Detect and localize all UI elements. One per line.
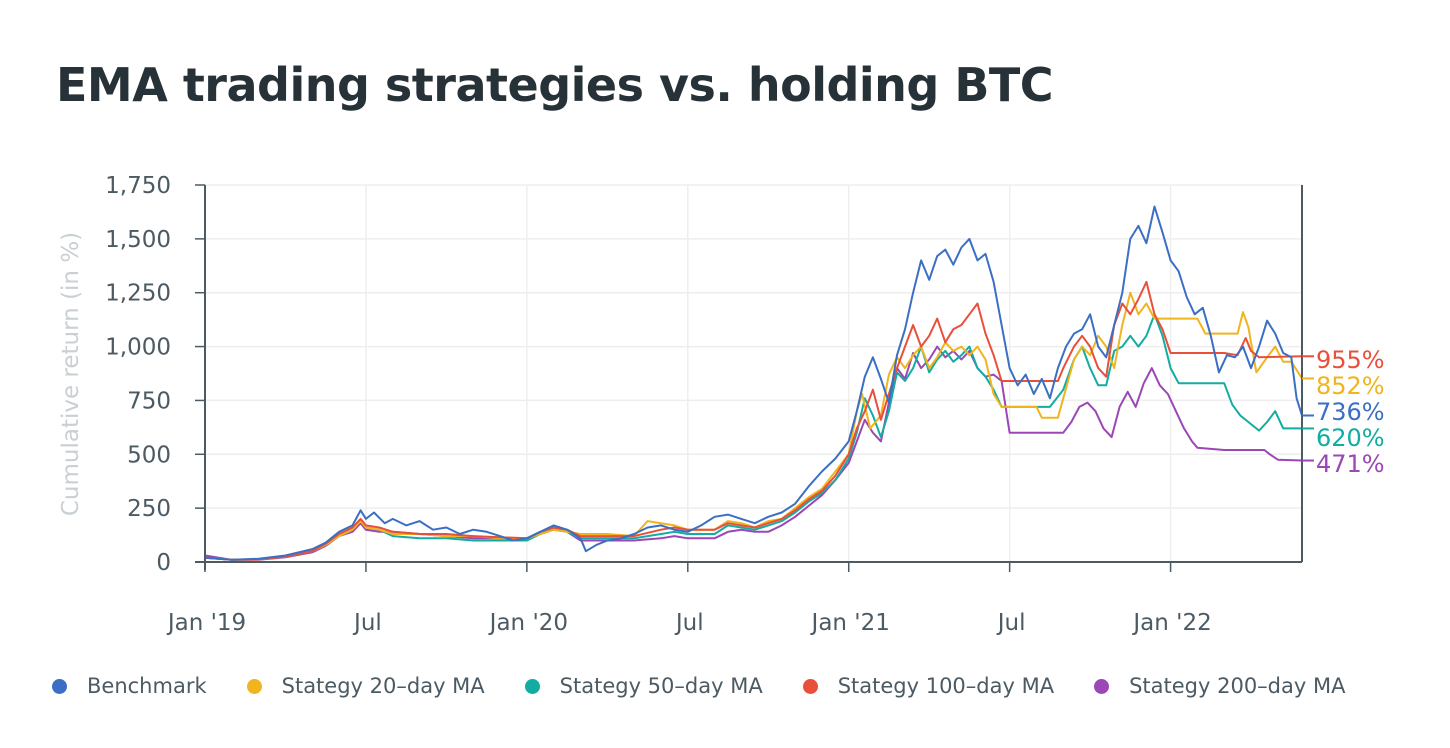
legend-label: Stategy 20–day MA <box>281 674 485 698</box>
legend-item[interactable]: Stategy 20–day MA <box>246 674 485 698</box>
legend-label: Benchmark <box>87 674 207 698</box>
chart-title: EMA trading strategies vs. holding BTC <box>56 58 1054 112</box>
series-end-label: 736% <box>1316 398 1385 426</box>
x-tick-label: Jul <box>674 610 704 636</box>
y-tick-label: 1,500 <box>105 227 171 253</box>
series-end-label: 955% <box>1316 346 1385 374</box>
y-tick-label: 1,250 <box>105 281 171 307</box>
series-line-1 <box>204 291 1303 561</box>
series-end-label: 471% <box>1316 450 1385 478</box>
legend-marker-icon <box>52 678 67 694</box>
legend-marker-icon <box>1094 678 1110 694</box>
legend-label: Stategy 100–day MA <box>837 674 1055 698</box>
legend-item[interactable]: Stategy 200–day MA <box>1094 674 1345 698</box>
legend-label: Stategy 50–day MA <box>559 674 763 698</box>
legend-item[interactable]: Benchmark <box>52 674 207 698</box>
x-tick-label: Jan '21 <box>810 610 890 636</box>
x-tick-label: Jul <box>352 610 382 636</box>
y-tick-label: 0 <box>156 550 171 576</box>
axes <box>195 184 1303 572</box>
series-end-label: 620% <box>1316 424 1385 452</box>
legend: Benchmark Stategy 20–day MA Stategy 50–day… <box>52 674 1385 698</box>
x-tick-label: Jan '22 <box>1131 610 1211 636</box>
y-axis-label: Cumulative return (in %) <box>58 232 84 516</box>
legend-label: Stategy 200–day MA <box>1129 674 1346 698</box>
y-tick-label: 1,750 <box>105 173 171 199</box>
y-tick-label: 250 <box>127 496 171 522</box>
y-axis-tick-labels: 0 250 500 750 1,000 1,250 1,500 1,750 <box>105 173 171 576</box>
series-line-2 <box>204 313 1302 561</box>
series-lines <box>204 205 1303 561</box>
legend-marker-icon <box>524 678 540 694</box>
x-axis-tick-labels: Jan '19 Jul Jan '20 Jul Jan '21 Jul Jan '22 <box>166 610 1212 636</box>
legend-marker-icon <box>802 678 818 694</box>
x-tick-label: Jul <box>996 610 1026 636</box>
series-end-labels: 955%852%736%620%471% <box>1302 346 1385 478</box>
y-tick-label: 750 <box>127 388 171 414</box>
series-line-0 <box>204 205 1303 561</box>
y-tick-label: 1,000 <box>105 335 171 361</box>
legend-item[interactable]: Stategy 100–day MA <box>802 674 1055 698</box>
x-tick-label: Jan '20 <box>488 610 568 636</box>
gridlines <box>205 184 1302 562</box>
series-line-3 <box>204 280 1303 561</box>
y-tick-label: 500 <box>127 442 171 468</box>
legend-marker-icon <box>246 678 262 694</box>
legend-item[interactable]: Stategy 50–day MA <box>524 674 763 698</box>
x-tick-label: Jan '19 <box>166 610 246 636</box>
series-end-label: 852% <box>1316 372 1385 400</box>
